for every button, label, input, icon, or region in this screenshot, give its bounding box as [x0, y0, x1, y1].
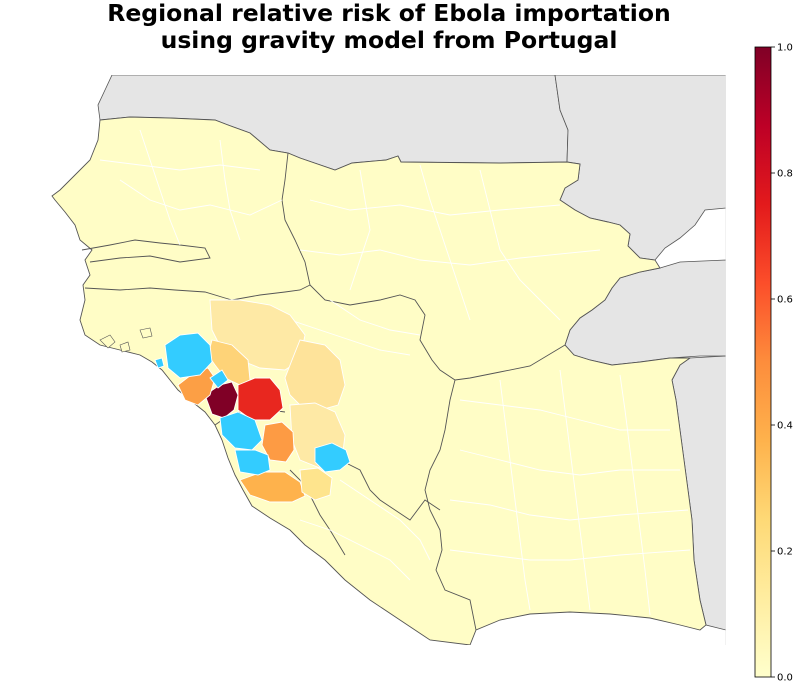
colorbar-tick-label: 0.0: [777, 673, 793, 684]
chart-title: Regional relative risk of Ebola importat…: [0, 0, 778, 54]
region-excluded-sl-south: [234, 449, 271, 476]
border-senegal-guinea: [231, 284, 311, 301]
colorbar-tick-label: 0.4: [777, 421, 793, 432]
region-excluded-island: [154, 357, 165, 369]
region-liberia-coast-mid: [239, 471, 306, 503]
region-sierra-leone-mid: [261, 421, 295, 463]
colorbar-tick-label: 0.8: [777, 169, 793, 180]
border-gambia: [81, 239, 211, 263]
colorbar-tick-label: 0.6: [777, 295, 793, 306]
chart-title-line-2: using gravity model from Portugal: [160, 26, 618, 54]
study-land: [51, 116, 707, 645]
border-guinea-bissau: [84, 287, 233, 301]
region-sierra-leone-light: [299, 467, 333, 501]
admin-boundaries: [99, 129, 691, 616]
border-guinea-liberia: [339, 459, 441, 521]
region-excluded-bissau: [164, 332, 213, 379]
colorbar-ticks: 0.0 0.2 0.4 0.6 0.8 1.0: [771, 43, 793, 684]
region-excluded-nzerekore: [314, 442, 351, 473]
region-kindia-high: [237, 377, 284, 421]
colorbar-tick-label: 0.2: [777, 547, 793, 558]
border-mali: [281, 152, 566, 381]
border-ivory-coast: [424, 379, 477, 631]
colorbar-gradient: [754, 46, 772, 678]
region-excluded-small-1: [209, 369, 229, 389]
colorbar-tick-label: 1.0: [777, 43, 793, 54]
chart-title-line-1: Regional relative risk of Ebola importat…: [107, 0, 671, 27]
bijagos-islands: [99, 327, 153, 353]
border-liberia-coast: [289, 469, 346, 556]
study-area: [51, 116, 707, 645]
map: [50, 75, 726, 645]
region-excluded-freetown: [219, 411, 263, 451]
